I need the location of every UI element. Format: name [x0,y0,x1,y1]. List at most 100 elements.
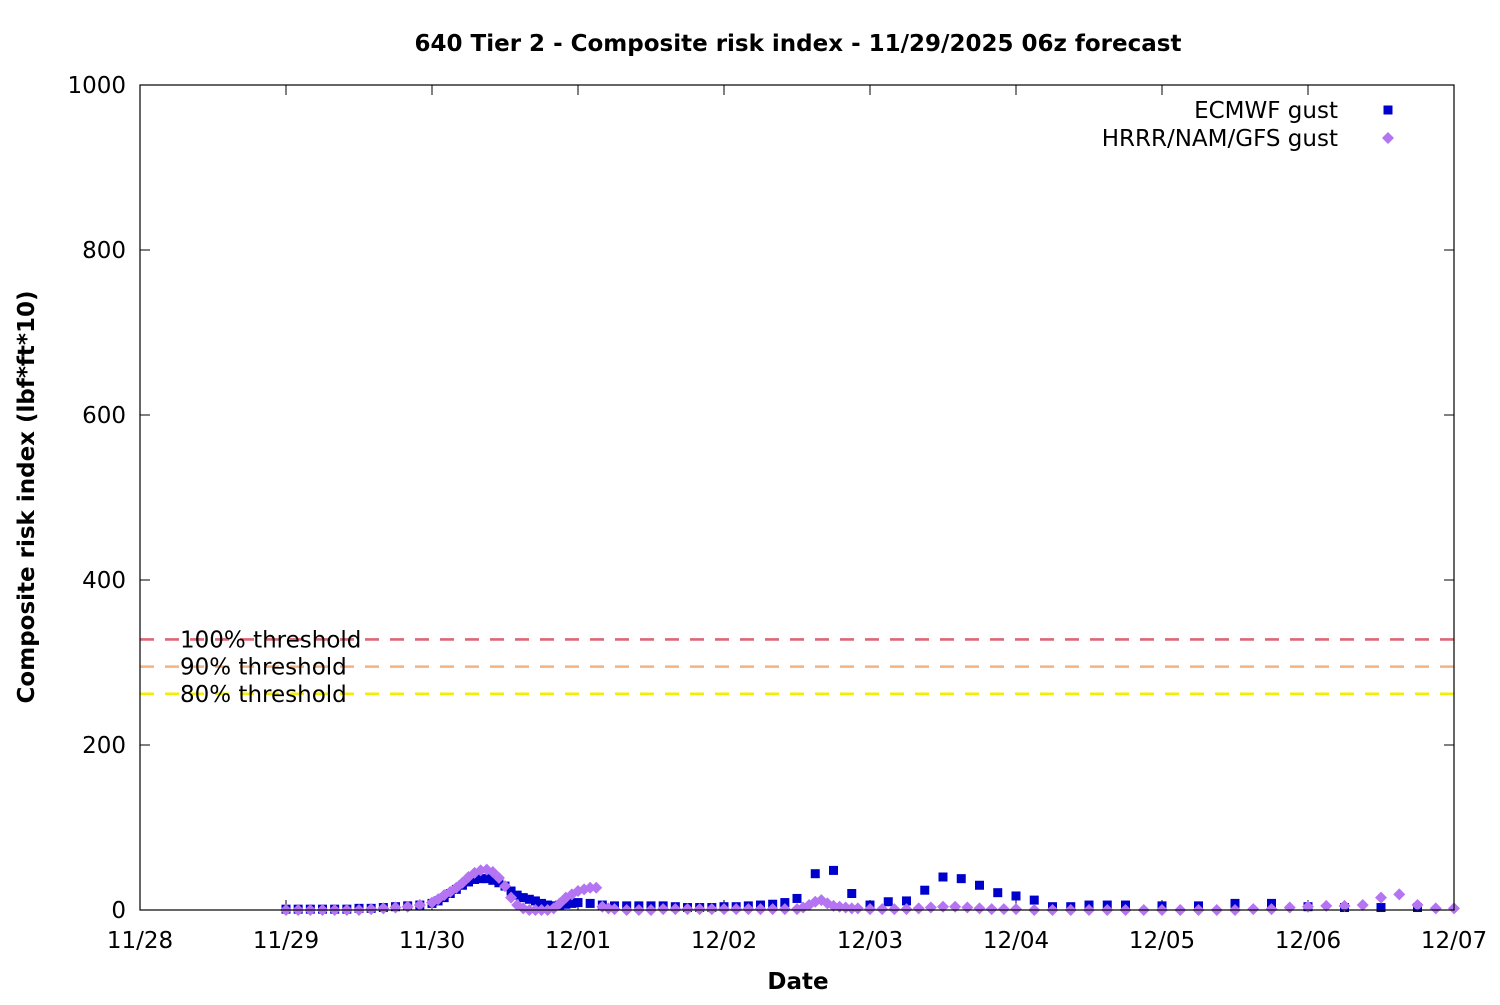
y-tick-label: 200 [82,733,126,759]
hrrr-data-point [681,903,694,916]
hrrr-data-point [718,903,730,916]
ecmwf-data-point [1230,898,1240,908]
ecmwf-data-point [585,898,595,908]
x-tick-label: 11/29 [253,928,319,954]
y-tick-label: 400 [82,568,126,594]
ecmwf-data-point [920,885,930,895]
legend-label: HRRR/NAM/GFS gust [1102,126,1338,152]
y-tick-labels: 0 200 400 600 800 1000 [67,73,126,924]
legend-marker-square [1383,105,1393,115]
ecmwf-data-point [476,874,486,884]
ecmwf-data-point [993,888,1003,898]
hrrr-data-point [705,903,718,916]
ecmwf-data-point [975,880,984,890]
hrrr-data-point [864,903,876,916]
hrrr-data-point [1010,903,1022,916]
ecmwf-data-point [561,899,571,909]
ecmwf-data-point [902,896,911,906]
hrrr-data-point [1356,899,1369,912]
ecmwf-data-point [512,890,522,900]
ecmwf-data-point [780,898,790,908]
ecmwf-data-point [567,898,577,908]
hrrr-data-point [778,903,791,916]
hrrr-data-point [730,903,743,916]
hrrr-data-point [742,903,755,916]
ecmwf-data-point [524,894,534,904]
hrrr-data-point [997,903,1010,916]
hrrr-data-point [851,902,864,915]
hrrr-data-point [1265,903,1278,916]
hrrr-data-point [1338,899,1351,912]
ecmwf-data-point [847,889,857,898]
ecmwf-data-point [482,874,492,884]
hrrr-data-point [590,881,603,894]
hrrr-data-point [1393,888,1406,901]
x-tick-label: 12/07 [1421,928,1487,954]
hrrr-data-point [584,881,597,894]
y-tick-label: 1000 [67,73,126,99]
hrrr-data-point [1411,899,1424,912]
hrrr-data-point [845,902,858,915]
x-tick-label: 12/03 [837,928,903,954]
hrrr-data-point [1429,902,1442,915]
ecmwf-data-point [518,893,528,903]
ecmwf-data-point [573,898,583,908]
hrrr-data-point [365,903,378,916]
ecmwf-data-point [537,898,546,908]
ecmwf-data-point [829,865,838,875]
hrrr-data-point [900,903,913,916]
ecmwf-data-point [470,874,480,884]
ecmwf-data-point [810,869,820,879]
ecmwf-data-point [1029,895,1039,905]
x-tick-label: 12/06 [1275,928,1341,954]
hrrr-data-point [499,880,511,893]
legend-label: ECMWF gust [1194,98,1338,124]
hrrr-data-point [754,903,767,916]
hrrr-data-point [766,903,779,916]
hrrr-data-point [912,902,925,915]
ecmwf-data-point [883,897,893,907]
hrrr-data-point [693,903,706,916]
hrrr-data-point [505,891,518,904]
y-axis-label: Composite risk index (lbf*ft*10) [14,291,40,704]
ecmwf-data-point [1376,903,1386,913]
legend-marker-diamond [1382,132,1394,144]
x-axis-label: Date [767,969,828,995]
hrrr-data-point [413,899,426,912]
x-tick-label: 12/01 [545,928,611,954]
chart-title: 640 Tier 2 - Composite risk index - 11/2… [415,31,1182,57]
plot-frame [139,84,1455,911]
x-tick-label: 11/28 [107,928,173,954]
hrrr-data-point [377,902,390,915]
hrrr-data-point [1320,899,1333,912]
hrrr-data-point [973,902,986,915]
hrrr-data-point [888,903,901,916]
ecmwf-data-point [1011,891,1021,901]
y-tick-label: 600 [82,403,126,429]
ecmwf-data-point [956,874,966,884]
y-tick-label: 0 [111,898,126,924]
hrrr-data-point [876,903,889,916]
hrrr-data-point [1375,891,1387,904]
x-tick-label: 12/02 [691,928,757,954]
hrrr-data-point [492,871,505,884]
x-tick-labels: 11/28 11/29 11/30 12/01 12/02 12/03 12/04 12/05… [107,928,1487,954]
ecmwf-data-point [530,896,540,906]
hrrr-data-point [1247,903,1260,916]
ecmwf-data-point [938,872,948,882]
hrrr-data-point [669,903,682,916]
threshold-label-90-threshold: 90% threshold [180,655,347,681]
hrrr-data-point [608,903,621,916]
x-tick-label: 12/05 [1129,928,1195,954]
hrrr-data-point [657,903,670,916]
threshold-label-100-threshold: 100% threshold [180,627,361,653]
ecmwf-data-point [506,886,516,896]
hrrr-data-point [985,903,998,916]
x-tick-label: 12/04 [983,928,1049,954]
ecmwf-data-point [488,875,498,885]
